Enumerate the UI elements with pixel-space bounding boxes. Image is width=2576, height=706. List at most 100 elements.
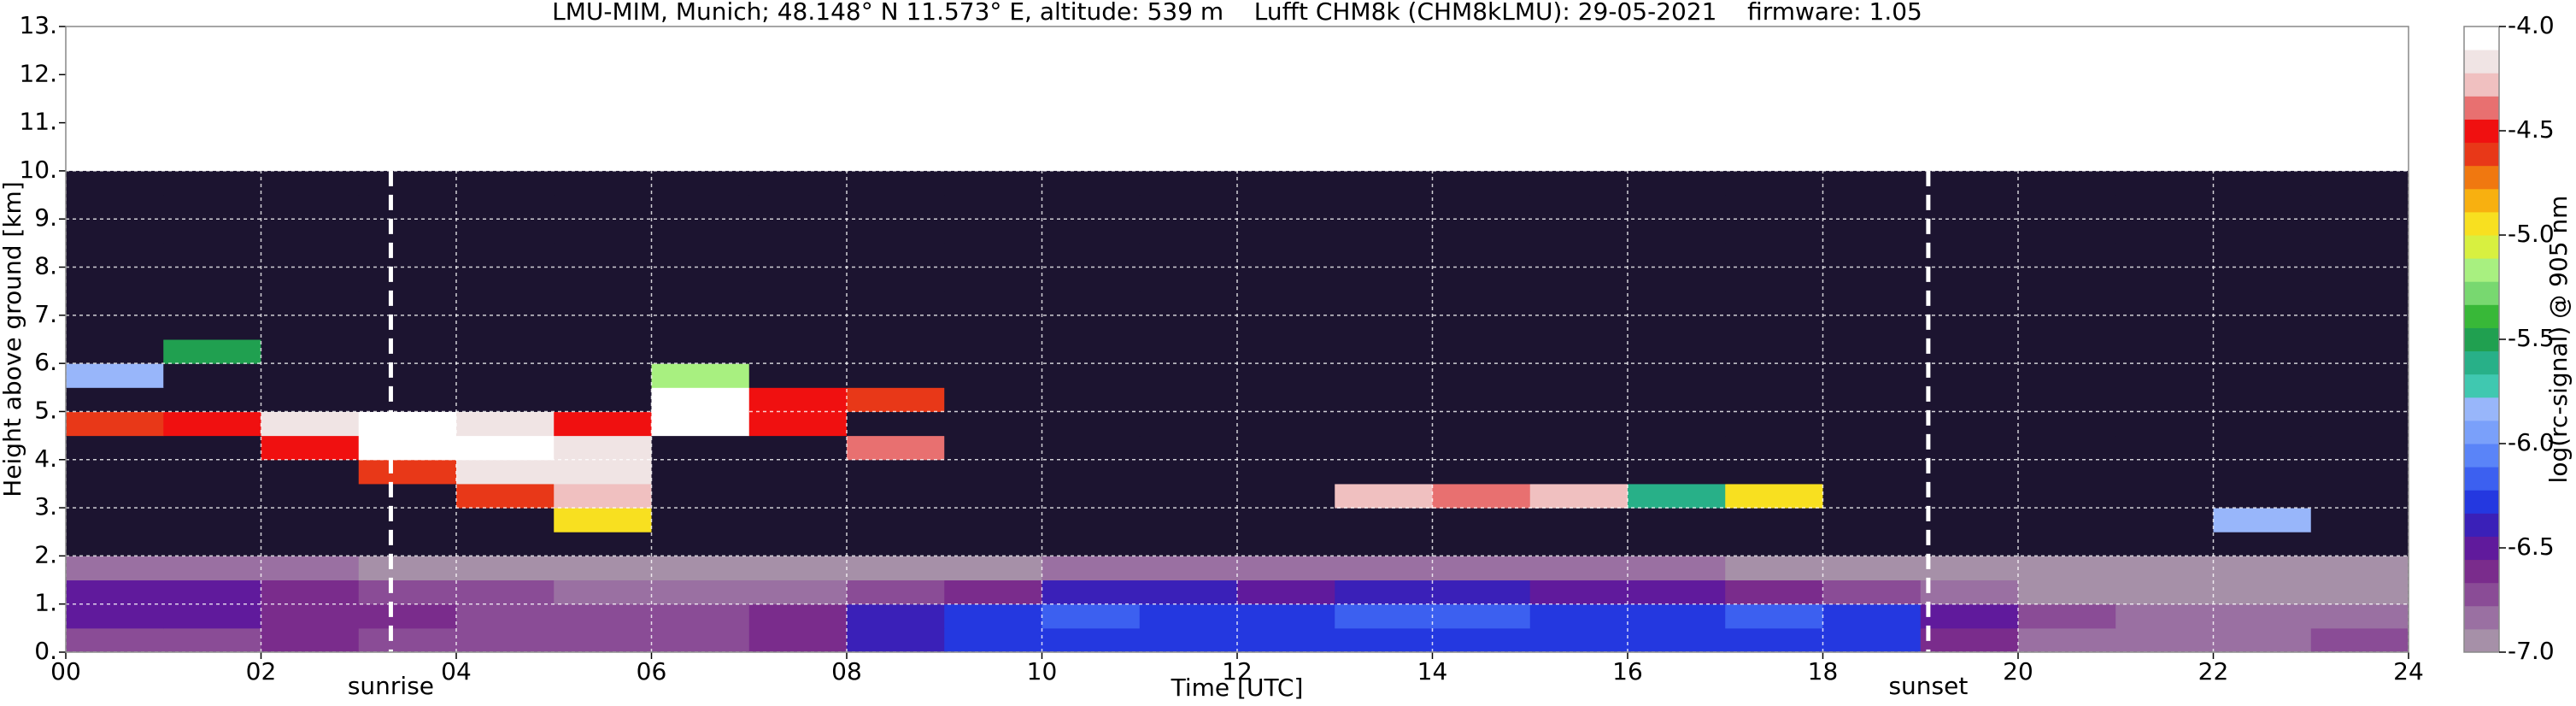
heatmap-cell bbox=[554, 508, 652, 532]
heatmap-cell bbox=[1920, 170, 2019, 196]
heatmap-cell bbox=[2115, 339, 2214, 364]
heatmap-cell bbox=[1725, 315, 1823, 340]
heatmap-cell bbox=[554, 556, 652, 581]
heatmap-cell bbox=[2310, 315, 2409, 340]
heatmap-cell bbox=[1529, 363, 1628, 388]
heatmap-cell bbox=[1822, 459, 1922, 485]
heatmap-cell bbox=[1529, 459, 1628, 485]
heatmap-cell bbox=[651, 387, 750, 412]
heatmap-cell bbox=[651, 170, 750, 196]
heatmap-cell bbox=[358, 556, 457, 581]
heatmap-cell bbox=[261, 435, 360, 461]
heatmap-cell bbox=[2213, 219, 2312, 244]
heatmap-cell bbox=[944, 315, 1042, 340]
heatmap-cell bbox=[554, 532, 652, 556]
heatmap-cell bbox=[1042, 580, 1141, 605]
heatmap-cell bbox=[1335, 627, 1433, 653]
colorbar-segment bbox=[2464, 490, 2499, 514]
heatmap-cell bbox=[2115, 603, 2214, 629]
heatmap-cell bbox=[748, 387, 848, 412]
heatmap-cell bbox=[1822, 483, 1922, 509]
heatmap-cell bbox=[1628, 170, 1726, 196]
heatmap-cell bbox=[944, 435, 1042, 461]
heatmap-cell bbox=[1042, 363, 1141, 388]
heatmap-cell bbox=[748, 556, 848, 581]
heatmap-cell bbox=[163, 291, 261, 316]
heatmap-cell bbox=[1237, 339, 1335, 364]
heatmap-cell bbox=[651, 459, 750, 485]
heatmap-cell bbox=[456, 243, 555, 268]
colorbar-tick-label: -6.0 bbox=[2508, 428, 2555, 456]
heatmap-cell bbox=[651, 411, 750, 437]
heatmap-cell bbox=[358, 243, 457, 268]
heatmap-cell bbox=[1335, 363, 1433, 388]
heatmap-cell bbox=[1822, 411, 1922, 437]
heatmap-cell bbox=[2213, 363, 2312, 388]
heatmap-cell bbox=[2213, 267, 2312, 292]
heatmap-cell bbox=[748, 170, 848, 196]
heatmap-cell bbox=[651, 243, 750, 268]
heatmap-cell bbox=[1725, 483, 1823, 509]
colorbar-tick-label: -7.0 bbox=[2508, 637, 2555, 665]
heatmap-cell bbox=[66, 195, 164, 220]
heatmap-cell bbox=[1725, 219, 1823, 244]
heatmap-cell bbox=[748, 532, 848, 556]
heatmap-cell bbox=[1725, 170, 1823, 196]
heatmap-cell bbox=[2115, 243, 2214, 268]
heatmap-cell bbox=[66, 411, 164, 437]
heatmap-cell bbox=[944, 339, 1042, 364]
heatmap-cell bbox=[748, 483, 848, 509]
heatmap-cell bbox=[1529, 435, 1628, 461]
heatmap-cell bbox=[2115, 532, 2214, 556]
heatmap-cell bbox=[261, 580, 360, 605]
heatmap-cell bbox=[456, 219, 555, 244]
heatmap-cell bbox=[554, 435, 652, 461]
heatmap-cell bbox=[1432, 363, 1531, 388]
heatmap-cell bbox=[1335, 291, 1433, 316]
colorbar-segment bbox=[2464, 165, 2499, 190]
heatmap-cell bbox=[66, 435, 164, 461]
heatmap-cell bbox=[163, 435, 261, 461]
heatmap-cell bbox=[2310, 435, 2409, 461]
heatmap-cell bbox=[944, 508, 1042, 532]
heatmap-cell bbox=[66, 459, 164, 485]
heatmap-cell bbox=[1042, 243, 1141, 268]
heatmap-cell bbox=[1628, 556, 1726, 581]
heatmap-cell bbox=[1628, 387, 1726, 412]
heatmap-cell bbox=[1042, 532, 1141, 556]
heatmap-cell bbox=[1139, 219, 1238, 244]
heatmap-cell bbox=[456, 363, 555, 388]
heatmap-cell bbox=[1237, 603, 1335, 629]
heatmap-cell bbox=[1920, 363, 2019, 388]
heatmap-cell bbox=[261, 483, 360, 509]
heatmap-cell bbox=[1237, 627, 1335, 653]
heatmap-cell bbox=[1432, 603, 1531, 629]
heatmap-cell bbox=[1529, 195, 1628, 220]
heatmap-cell bbox=[66, 580, 164, 605]
heatmap-cell bbox=[1628, 627, 1726, 653]
heatmap-cell bbox=[2310, 195, 2409, 220]
heatmap-cell bbox=[2310, 508, 2409, 532]
heatmap-cell bbox=[847, 291, 945, 316]
heatmap-cell bbox=[944, 170, 1042, 196]
heatmap-cell bbox=[651, 315, 750, 340]
heatmap-cell bbox=[163, 580, 261, 605]
heatmap-cell bbox=[1920, 483, 2019, 509]
heatmap-cell bbox=[944, 556, 1042, 581]
heatmap-cell bbox=[358, 267, 457, 292]
heatmap-cell bbox=[1529, 219, 1628, 244]
heatmap-cell bbox=[944, 219, 1042, 244]
heatmap-cell bbox=[66, 243, 164, 268]
x-tick-label: 20 bbox=[2003, 657, 2033, 685]
heatmap-cell bbox=[261, 363, 360, 388]
heatmap-cell bbox=[1822, 580, 1922, 605]
heatmap-cell bbox=[1529, 315, 1628, 340]
colorbar-segment bbox=[2464, 420, 2499, 444]
heatmap-cell bbox=[66, 267, 164, 292]
heatmap-cell bbox=[1335, 339, 1433, 364]
heatmap-cell bbox=[2213, 603, 2312, 629]
heatmap-cell bbox=[1237, 387, 1335, 412]
heatmap-cell bbox=[1139, 508, 1238, 532]
heatmap-cell bbox=[847, 627, 945, 653]
heatmap-cell bbox=[1237, 170, 1335, 196]
